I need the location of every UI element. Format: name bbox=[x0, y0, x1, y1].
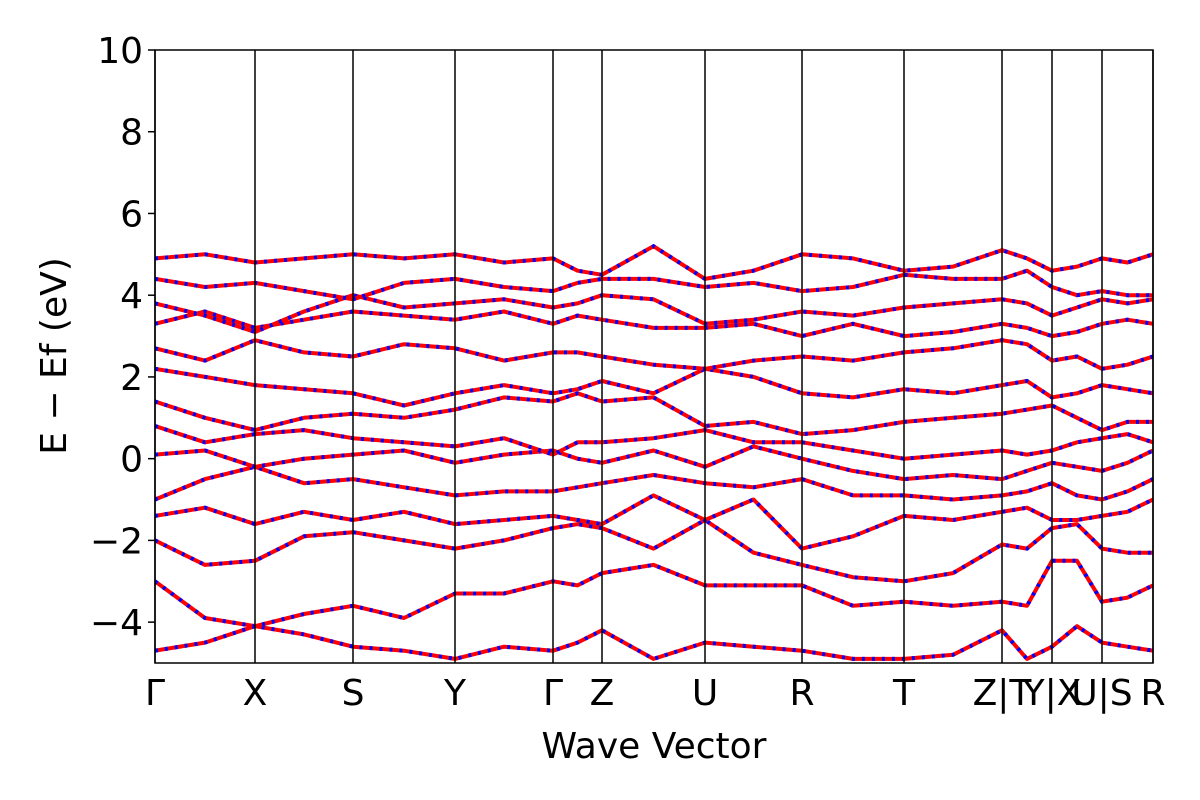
band-line-dashed bbox=[155, 268, 1153, 302]
x-axis-label: Wave Vector bbox=[542, 726, 767, 767]
y-tick-label: −4 bbox=[90, 603, 143, 644]
x-tick-label: X bbox=[243, 673, 268, 714]
x-tick-label: Z|T bbox=[973, 673, 1033, 714]
band-line-dashed bbox=[155, 517, 1153, 584]
x-tick-label: T bbox=[892, 673, 916, 714]
band-line bbox=[155, 268, 1153, 302]
x-tick-label: Γ bbox=[145, 673, 165, 714]
y-tick-label: 2 bbox=[120, 358, 143, 399]
y-tick-label: 10 bbox=[97, 31, 143, 72]
band-line bbox=[155, 624, 1153, 661]
band-line bbox=[155, 558, 1153, 629]
band-line-dashed bbox=[155, 366, 1153, 408]
x-tick-label: Y bbox=[443, 673, 467, 714]
x-tick-label: R bbox=[789, 673, 814, 714]
x-tick-label: U bbox=[692, 673, 718, 714]
band-line bbox=[155, 366, 1153, 408]
band-line bbox=[155, 424, 1153, 461]
x-tick-label: R bbox=[1140, 673, 1165, 714]
y-tick-label: 0 bbox=[120, 440, 143, 481]
x-tick-label: Z bbox=[590, 673, 615, 714]
y-tick-label: 4 bbox=[120, 276, 143, 317]
x-tick-label: Γ bbox=[543, 673, 563, 714]
y-tick-label: 8 bbox=[120, 113, 143, 154]
band-line bbox=[155, 244, 1153, 281]
band-line bbox=[155, 309, 1153, 339]
x-tick-label: S bbox=[342, 673, 365, 714]
plot-frame bbox=[154, 49, 1154, 664]
band-line-dashed bbox=[155, 493, 1153, 551]
x-tick-label: Y|X bbox=[1022, 673, 1082, 714]
y-tick-label: 6 bbox=[120, 194, 143, 235]
band-line-dashed bbox=[155, 558, 1153, 629]
band-line-dashed bbox=[155, 338, 1153, 371]
x-tick-label: U|S bbox=[1071, 673, 1132, 714]
band-line bbox=[155, 493, 1153, 551]
bands bbox=[155, 243, 1153, 662]
y-axis-label: E − Ef (eV) bbox=[34, 257, 75, 455]
band-line bbox=[155, 518, 1153, 584]
y-tick-label: −2 bbox=[90, 521, 143, 562]
